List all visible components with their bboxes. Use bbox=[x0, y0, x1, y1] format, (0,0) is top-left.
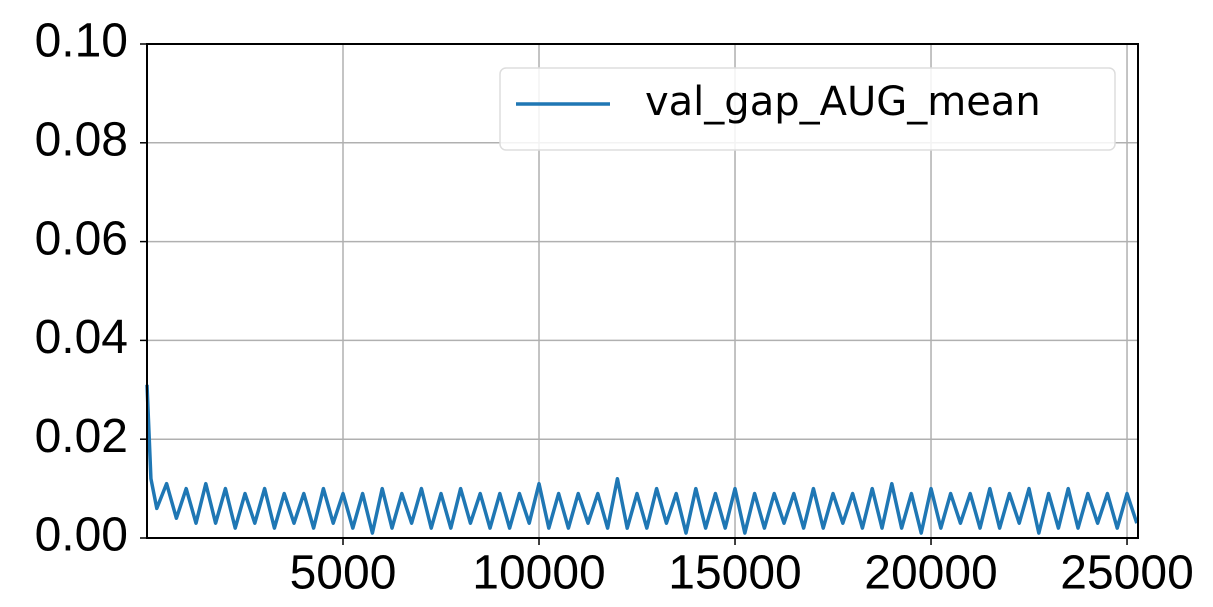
y-tick-label: 0.00 bbox=[35, 509, 128, 562]
y-tick-label: 0.02 bbox=[35, 410, 128, 463]
x-tick-label: 15000 bbox=[668, 547, 801, 600]
x-tick-label: 10000 bbox=[472, 547, 605, 600]
y-tick-label: 0.10 bbox=[35, 15, 128, 68]
x-tick-label: 5000 bbox=[290, 547, 397, 600]
y-tick-label: 0.06 bbox=[35, 212, 128, 265]
data-line bbox=[145, 384, 1139, 535]
y-tick-label: 0.08 bbox=[35, 113, 128, 166]
y-tick-label: 0.04 bbox=[35, 311, 128, 364]
plot-frame bbox=[146, 43, 1139, 539]
x-tick-label: 25000 bbox=[1060, 547, 1193, 600]
legend-box bbox=[499, 67, 1116, 151]
legend-label: val_gap_AUG_mean bbox=[645, 79, 1041, 125]
x-tick-label: 20000 bbox=[864, 547, 997, 600]
